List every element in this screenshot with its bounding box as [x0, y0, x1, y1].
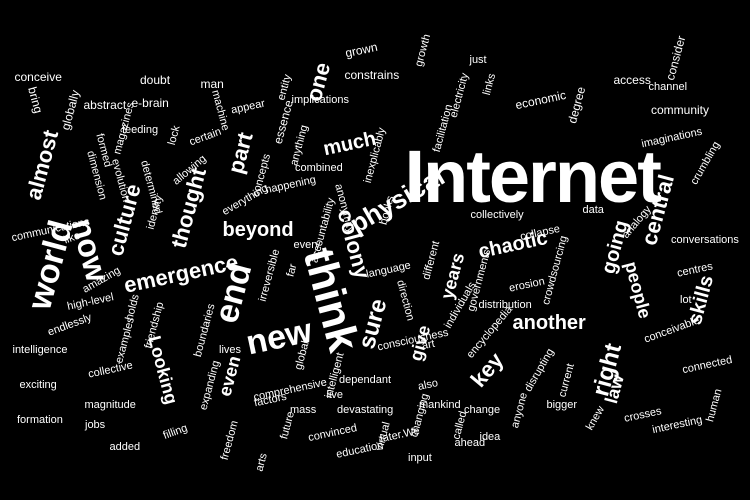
- cloud-word: anyone: [509, 390, 531, 429]
- cloud-word: grown: [343, 39, 379, 61]
- cloud-word: lot: [680, 293, 692, 306]
- cloud-word: e-brain: [131, 96, 169, 110]
- cloud-word: art: [420, 337, 436, 352]
- cloud-word: certain: [187, 125, 223, 148]
- cloud-word: crosses: [623, 404, 663, 425]
- cloud-word: part: [222, 129, 258, 177]
- cloud-word: far: [283, 262, 299, 278]
- cloud-word: data: [582, 203, 604, 216]
- cloud-word: direction: [394, 278, 417, 322]
- cloud-word: anything: [288, 123, 311, 167]
- cloud-word: conceivable: [642, 313, 702, 346]
- cloud-word: abstract: [83, 98, 127, 112]
- cloud-word: conceive: [14, 70, 62, 84]
- cloud-word: combined: [295, 161, 343, 174]
- cloud-word: future: [278, 409, 298, 441]
- cloud-word: erosion: [508, 274, 546, 295]
- cloud-word: collective: [86, 358, 134, 381]
- cloud-word: constrains: [344, 68, 400, 82]
- cloud-word: every: [293, 238, 321, 251]
- cloud-word: community: [651, 103, 710, 117]
- cloud-word: ahead: [454, 436, 486, 449]
- cloud-word: globally: [57, 88, 82, 132]
- cloud-word: collectively: [470, 208, 524, 221]
- cloud-word: different: [420, 239, 443, 281]
- cloud-word: freedom: [218, 418, 241, 461]
- cloud-word: doubt: [140, 73, 171, 87]
- cloud-word: high-level: [65, 290, 115, 313]
- cloud-word: added: [109, 440, 141, 453]
- cloud-word: consider: [662, 34, 688, 82]
- cloud-word: live: [326, 388, 344, 401]
- cloud-word: exciting: [19, 378, 57, 391]
- cloud-word: disrupting: [522, 346, 557, 394]
- cloud-word: links: [480, 71, 499, 97]
- cloud-word: jobs: [85, 418, 106, 431]
- cloud-word: connected: [680, 353, 733, 376]
- cloud-word: machine: [209, 88, 232, 132]
- cloud-word: filling: [161, 421, 189, 442]
- cloud-word: input: [408, 451, 432, 464]
- cloud-word: even: [214, 353, 244, 399]
- cloud-word: idea: [479, 430, 501, 443]
- cloud-word: boundaries: [191, 302, 218, 358]
- cloud-word: essence: [270, 98, 296, 146]
- cloud-word: formation: [17, 413, 63, 426]
- cloud-word: degree: [564, 85, 588, 125]
- cloud-word: crumbling: [688, 139, 723, 187]
- cloud-word: implications: [291, 93, 349, 106]
- cloud-word: magnitude: [84, 398, 136, 411]
- cloud-word: lock: [165, 123, 183, 146]
- cloud-word: also: [416, 376, 440, 393]
- cloud-word: changing: [407, 391, 431, 438]
- cloud-word: distribution: [478, 298, 532, 311]
- cloud-word: almost: [20, 127, 63, 203]
- cloud-word: mankind: [419, 398, 461, 411]
- cloud-word: lives: [219, 343, 242, 356]
- cloud-word: knew: [583, 403, 608, 432]
- cloud-word: change: [464, 403, 501, 416]
- cloud-word: growth: [412, 32, 433, 68]
- cloud-word: irreversible: [256, 247, 283, 303]
- cloud-word: examples: [112, 315, 137, 365]
- cloud-word: people: [620, 259, 656, 321]
- cloud-word: channel: [648, 80, 688, 93]
- cloud-word: economic: [513, 87, 567, 113]
- cloud-word: just: [469, 53, 487, 66]
- cloud-word: convinced: [307, 421, 359, 444]
- cloud-word: everything: [219, 181, 270, 218]
- cloud-word: devastating: [337, 403, 394, 416]
- cloud-word: arts: [253, 451, 270, 473]
- cloud-word: current: [556, 361, 577, 398]
- cloud-word: bigger: [546, 398, 578, 411]
- cloud-word: bring: [24, 85, 46, 115]
- cloud-word: access: [613, 73, 651, 87]
- cloud-word: mass: [290, 403, 317, 416]
- cloud-word: another: [512, 312, 586, 334]
- cloud-word: happening: [263, 173, 317, 196]
- cloud-word: Internet: [404, 135, 662, 218]
- cloud-word: intelligence: [12, 343, 68, 356]
- cloud-word: dependant: [339, 373, 391, 386]
- cloud-word: human: [704, 387, 725, 423]
- cloud-word: appear: [230, 97, 267, 116]
- cloud-word: feeding: [122, 123, 159, 136]
- cloud-word: beyond: [222, 219, 294, 241]
- cloud-word: man: [200, 77, 224, 91]
- cloud-word: imaginations: [640, 125, 704, 150]
- cloud-word: conversations: [671, 233, 739, 246]
- cloud-word: endlessly: [46, 311, 94, 339]
